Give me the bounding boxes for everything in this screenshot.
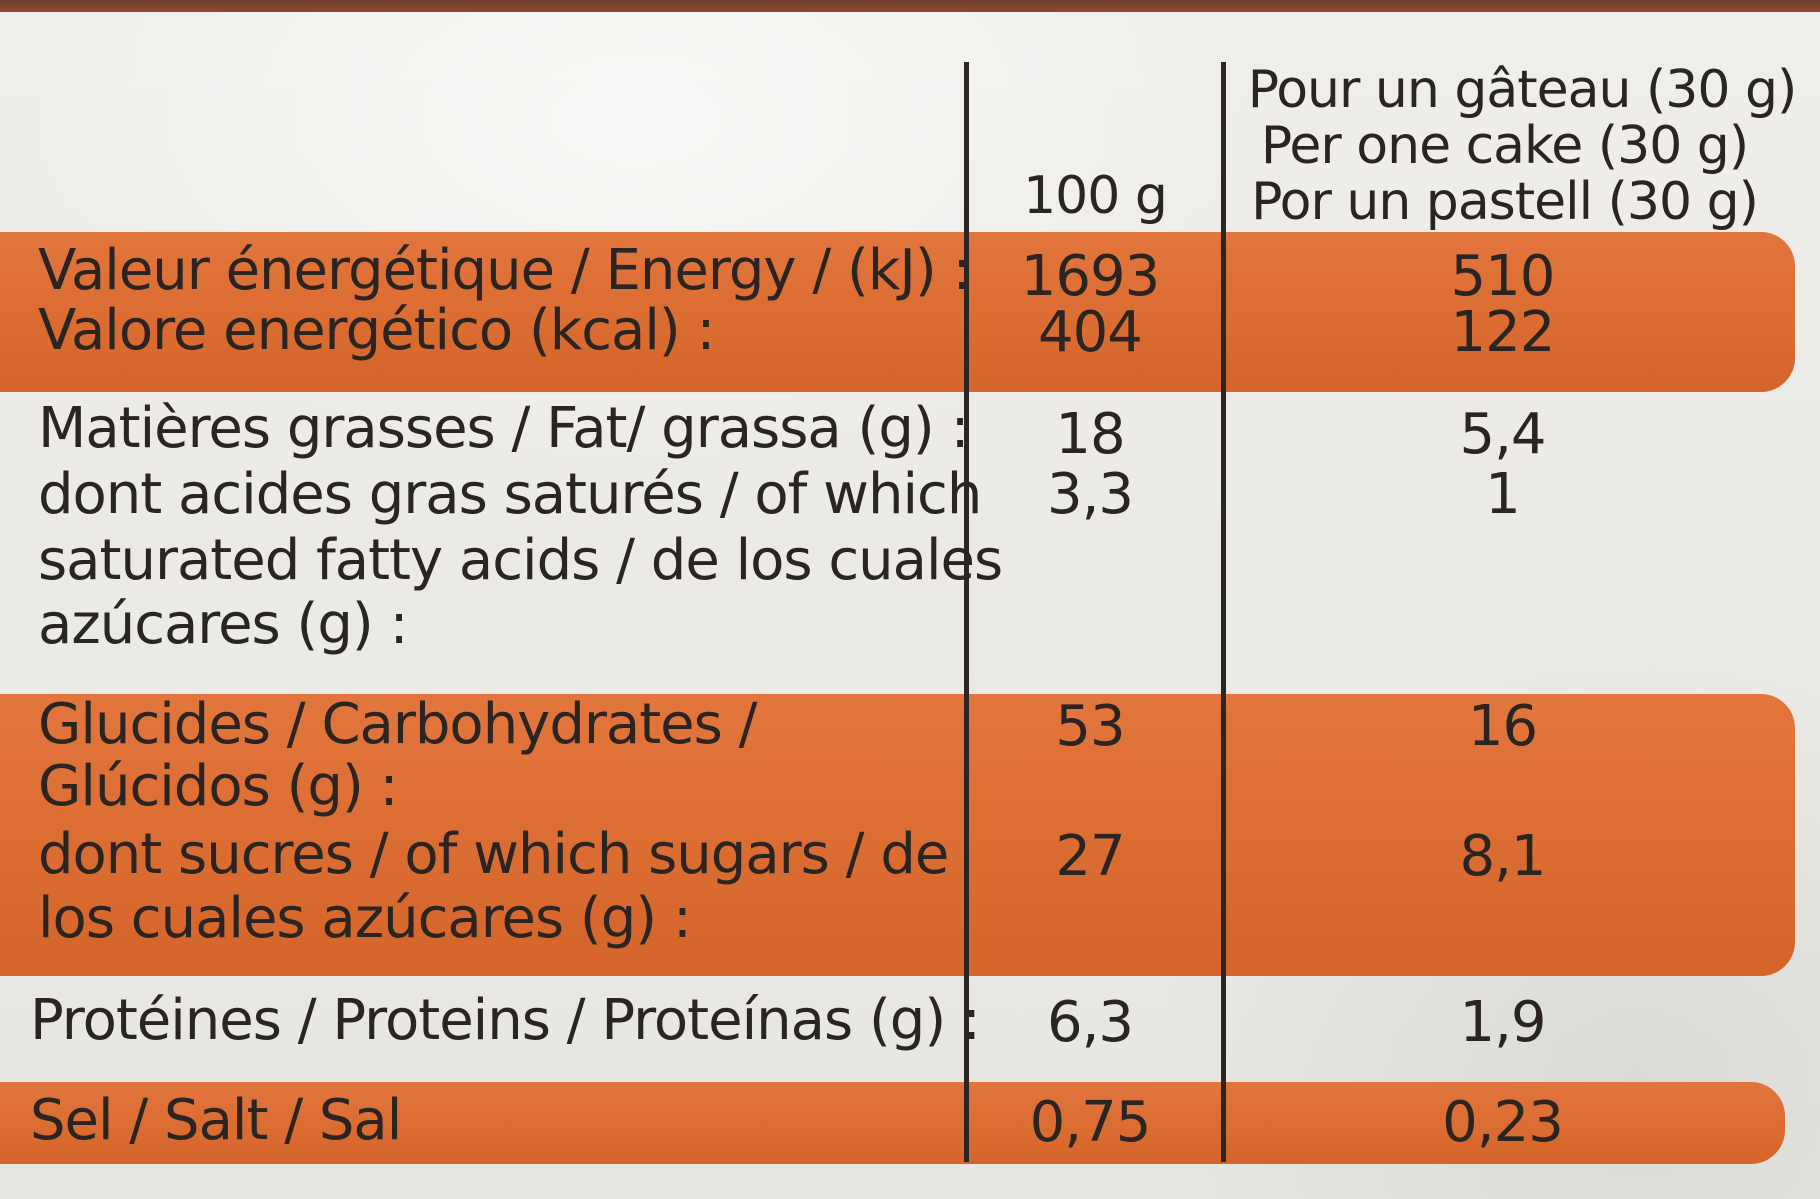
sugars-portion: 8,1 [1459,824,1546,889]
protein-label: Protéines / Proteins / Proteínas (g) : [30,988,981,1053]
energy-kj-portion: 510 [1450,244,1556,309]
top-brown-strip [0,0,1820,12]
carbs-label-line-2: Glúcidos (g) : [38,754,398,819]
fat-100g: 18 [1055,402,1125,467]
column-rule-1 [964,62,969,1162]
energy-label-kj: Valeur énergétique / Energy / (kJ) : [38,238,971,303]
carbs-100g: 53 [1055,694,1125,759]
fat-label-line-2: dont acides gras saturés / of which [38,462,982,527]
protein-portion: 1,9 [1459,990,1546,1055]
header-100g: 100 g [1023,166,1168,226]
fat-label-line-1: Matières grasses / Fat/ grassa (g) : [38,396,969,461]
salt-100g: 0,75 [1029,1090,1152,1155]
salt-label: Sel / Salt / Sal [30,1088,402,1153]
carbs-label-line-4: los cuales azúcares (g) : [38,886,692,951]
column-rule-2 [1221,62,1226,1162]
energy-kcal-100g: 404 [1038,300,1143,365]
salt-portion: 0,23 [1442,1090,1564,1155]
fat-label-line-4: azúcares (g) : [38,592,408,657]
energy-band [0,232,1795,392]
header-portion-line-1: Pour un gâteau (30 g) [1247,60,1798,120]
energy-kj-100g: 1693 [1020,244,1161,309]
fat-label-line-3: saturated fatty acids / de los cuales [38,528,1003,593]
protein-100g: 6,3 [1046,990,1134,1055]
fat-portion: 5,4 [1459,402,1546,467]
header-portion-line-3: Por un pastell (30 g) [1251,172,1759,232]
carbs-portion: 16 [1467,694,1538,759]
carbs-label-line-3: dont sucres / of which sugars / de [38,822,949,887]
saturated-fat-portion: 1 [1485,462,1521,527]
energy-label-kcal: Valore energético (kcal) : [38,298,715,363]
carbs-band [0,694,1795,976]
carbs-label-line-1: Glucides / Carbohydrates / [38,692,757,757]
saturated-fat-100g: 3,3 [1046,462,1134,527]
energy-kcal-portion: 122 [1450,300,1556,365]
header-portion-line-2: Per one cake (30 g) [1260,116,1749,176]
sugars-100g: 27 [1055,824,1125,889]
salt-band [0,1082,1785,1164]
